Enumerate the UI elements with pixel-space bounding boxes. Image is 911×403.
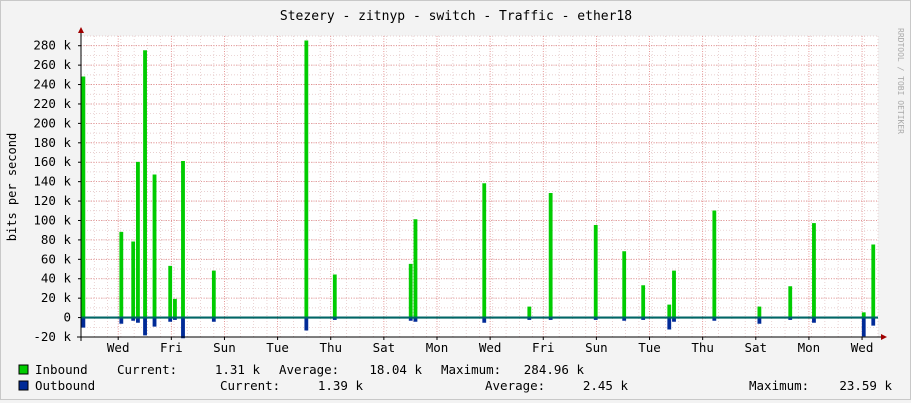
x-tick-label: Wed [851,340,874,355]
data-spike [812,223,816,318]
y-tick-label: 80 k [41,232,72,247]
x-tick-label: Tue [638,340,661,355]
y-tick-label: 200 k [33,115,71,130]
data-spike [304,317,309,331]
data-spike [413,219,418,318]
x-tick-label: Fri [532,340,555,355]
data-spike [641,285,646,318]
data-spike [152,317,157,327]
series-inbound [81,40,876,318]
y-tick-label: 0 [63,310,71,325]
data-spike [181,160,185,318]
legend-inbound-current-label: Current: [117,362,177,377]
data-spike [712,210,717,318]
y-axis-arrow [78,27,84,33]
y-tick-label: 160 k [33,154,71,169]
data-spike [672,270,676,318]
y-tick-label: 140 k [33,174,71,189]
y-tick-label: 60 k [41,251,72,266]
data-spike [168,265,173,318]
data-spike [304,40,309,318]
legend-inbound-maximum: 284.96 k [524,362,585,377]
x-tick-label: Mon [426,340,449,355]
data-spike [173,298,177,318]
x-tick-label: Wed [479,340,502,355]
data-spike [527,306,532,318]
legend-inbound-average-label: Average: [279,362,339,377]
legend-row-inbound: Inbound Current: 1.31 k Average: 18.04 k… [18,362,585,377]
legend-inbound-name: Inbound [35,362,88,377]
data-spike [622,251,627,318]
grid-lines [80,35,879,338]
legend-outbound-current: 1.39 k [318,378,364,393]
y-tick-label: 180 k [33,135,71,150]
data-spike [81,76,86,318]
axes [77,27,887,341]
y-tick-label: 280 k [33,38,71,53]
y-tick-label: 220 k [33,96,71,111]
y-tick-label: 40 k [41,271,72,286]
data-spike [667,304,672,318]
y-axis-label: bits per second [5,133,19,241]
y-tick-label: 260 k [33,57,71,72]
data-spike [119,231,124,318]
legend-swatch-inbound [18,364,29,375]
legend-outbound-average: 2.45 k [583,378,629,393]
data-spike [131,241,136,318]
x-tick-label: Fri [160,340,183,355]
y-tick-label: 240 k [33,77,71,92]
watermark: RRDTOOL / TOBI OETIKER [896,28,905,134]
data-spike [81,317,86,328]
y-tick-labels: -20 k 0 20 k 40 k 60 k 80 k 100 k 120 k 140 k 160… [33,38,71,344]
chart-title: Stezery - zitnyp - switch - Traffic - et… [280,9,632,24]
x-tick-label: Mon [798,340,821,355]
x-tick-label: Tue [266,340,289,355]
x-tick-label: Sun [585,340,608,355]
data-spike [871,317,876,326]
legend-outbound-current-label: Current: [220,378,280,393]
legend-outbound-maximum: 23.59 k [839,378,892,393]
x-tick-label: Sun [213,340,236,355]
y-tick-label: 20 k [41,290,72,305]
data-spike [143,317,147,336]
y-tick-label: 120 k [33,193,71,208]
legend: Inbound Current: 1.31 k Average: 18.04 k… [18,362,892,393]
data-spike [152,174,157,318]
data-spike [332,274,337,318]
x-axis-arrow [881,334,887,340]
legend-inbound-current: 1.31 k [215,362,261,377]
legend-outbound-maximum-label: Maximum: [749,378,809,393]
legend-swatch-outbound [18,380,29,391]
data-spike [667,317,672,330]
data-spike [211,270,216,318]
data-spike [871,244,876,318]
x-tick-label: Thu [319,340,342,355]
data-spike [548,192,553,318]
x-tick-label: Sat [373,340,396,355]
data-spike [143,50,147,318]
y-tick-label: 100 k [33,212,71,227]
data-spike [136,161,140,318]
data-spike [408,263,413,318]
legend-inbound-maximum-label: Maximum: [441,362,501,377]
data-spike [482,183,487,318]
x-tick-labels: Wed Fri Sun Tue Thu Sat Mon Wed Fri Sun Tue Thu Sat M… [107,340,873,355]
legend-row-outbound: Outbound Current: 1.39 k Average: 2.45 k… [18,378,892,393]
data-spike [757,306,762,318]
x-tick-label: Thu [691,340,714,355]
legend-outbound-average-label: Average: [485,378,545,393]
data-spike [861,317,866,337]
data-spike [788,286,793,318]
y-tick-label: -20 k [33,329,71,344]
legend-inbound-average: 18.04 k [369,362,422,377]
data-spike [181,317,185,339]
legend-outbound-name: Outbound [35,378,95,393]
x-tick-label: Wed [107,340,130,355]
data-spike [593,225,598,318]
x-tick-label: Sat [745,340,768,355]
